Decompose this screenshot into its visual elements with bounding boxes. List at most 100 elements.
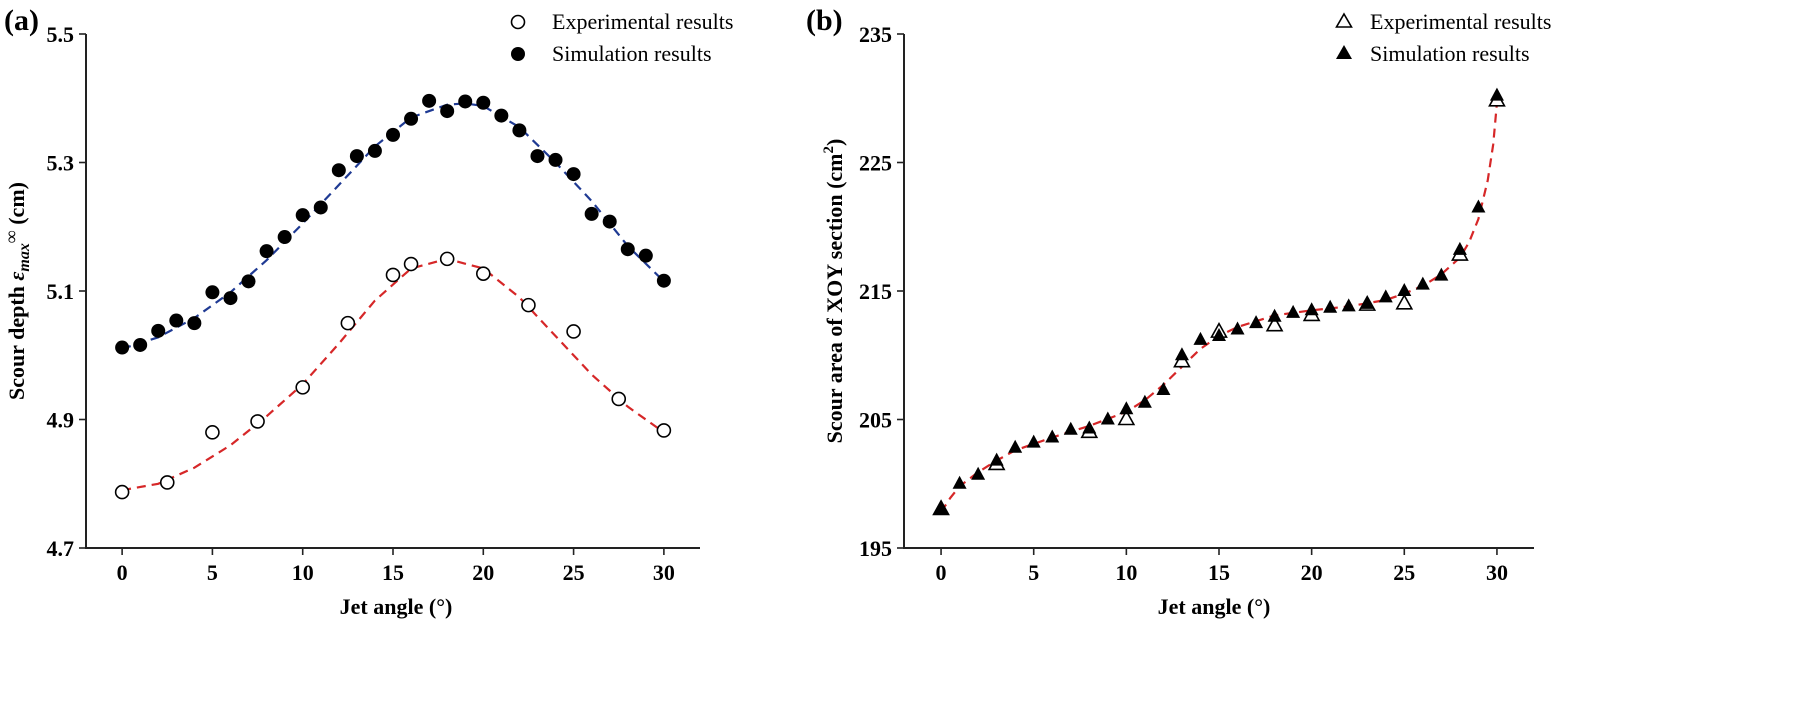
panel-b-label: (b) — [806, 4, 843, 37]
x-tick-label: 5 — [207, 560, 218, 585]
data-point-simulation-results — [1008, 439, 1023, 453]
x-tick-label: 20 — [472, 560, 494, 585]
y-tick-label: 5.3 — [47, 151, 75, 176]
panel-b-markers — [932, 87, 1506, 516]
data-point-simulation-results — [115, 340, 130, 355]
y-tick-label: 195 — [859, 536, 892, 561]
x-tick-label: 0 — [936, 560, 947, 585]
data-point-simulation-results — [1471, 199, 1486, 213]
data-point-simulation-results — [151, 323, 166, 338]
data-point-simulation-results — [1193, 331, 1208, 345]
panel-a-y-title-sub: max — [16, 243, 33, 271]
data-point-simulation-results — [620, 242, 635, 257]
panel-b-legend-simulation-label: Simulation results — [1370, 41, 1530, 66]
data-point-experimental-results — [439, 251, 455, 267]
panel-a-fit-lines — [121, 102, 665, 492]
data-point-experimental-results — [1265, 315, 1284, 332]
x-tick-label: 25 — [1393, 560, 1415, 585]
data-point-simulation-results — [367, 143, 382, 158]
fit-line-experimental-fit — [121, 257, 665, 492]
panel-a-y-axis-title: Scour depth εmax∞ (cm) — [1, 182, 33, 400]
data-point-simulation-results — [1063, 421, 1078, 435]
panel-b-y-title-end: ) — [822, 139, 847, 146]
data-point-experimental-results — [205, 425, 220, 440]
panel-a-axes — [85, 34, 700, 549]
data-point-simulation-results — [1156, 381, 1171, 395]
panel-a-x-axis-title: Jet angle (°) — [340, 594, 453, 619]
data-point-simulation-results — [133, 337, 148, 352]
x-tick-label: 30 — [653, 560, 675, 585]
data-point-experimental-results — [611, 391, 627, 407]
data-point-simulation-results — [1249, 315, 1264, 329]
data-point-experimental-results — [475, 266, 491, 281]
panel-a-legend: Experimental results Simulation results — [510, 9, 733, 66]
data-point-simulation-results — [494, 108, 509, 123]
data-point-experimental-results — [114, 484, 130, 500]
data-point-simulation-results — [386, 127, 400, 142]
data-point-simulation-results — [1137, 394, 1152, 408]
data-point-simulation-results — [548, 152, 563, 167]
x-tick-label: 25 — [563, 560, 585, 585]
fit-line-simulation-fit — [940, 103, 1498, 513]
data-point-experimental-results — [250, 414, 265, 429]
data-point-simulation-results — [476, 95, 491, 110]
data-point-simulation-results — [205, 285, 220, 300]
y-tick-label: 235 — [859, 22, 892, 47]
panel-b-axes — [903, 34, 1534, 549]
data-point-simulation-results — [1304, 302, 1319, 316]
data-point-simulation-results — [1415, 276, 1430, 290]
panel-b-x-axis-title: Jet angle (°) — [1158, 594, 1271, 619]
panel-a-legend-experimental-label: Experimental results — [552, 9, 733, 34]
panel-b-y-title-sup: 2 — [821, 146, 837, 154]
data-point-simulation-results — [1230, 321, 1245, 335]
data-point-simulation-results — [295, 208, 310, 223]
data-point-simulation-results — [187, 316, 202, 331]
data-point-simulation-results — [971, 466, 986, 480]
data-point-experimental-results — [159, 475, 175, 490]
data-point-simulation-results — [422, 93, 437, 108]
x-tick-label: 15 — [1208, 560, 1230, 585]
y-tick-label: 4.7 — [47, 536, 75, 561]
x-tick-label: 0 — [117, 560, 128, 585]
panel-a-scour-depth-chart: (a) Scour depth εmax∞ (cm) Jet angle (°)… — [1, 4, 733, 619]
panel-a-y-title-sup: ∞ — [1, 230, 21, 243]
data-point-simulation-results — [989, 452, 1004, 466]
panel-b-y-axis-title: Scour area of XOY section (cm2) — [821, 139, 847, 444]
data-point-simulation-results — [169, 313, 184, 328]
panel-b-scour-area-chart: (b) Scour area of XOY section (cm2) Jet … — [806, 4, 1551, 619]
panel-a-label: (a) — [4, 4, 39, 37]
x-tick-label: 20 — [1301, 560, 1323, 585]
panel-a-legend-simulation-label: Simulation results — [552, 41, 712, 66]
data-point-simulation-results — [1434, 267, 1449, 281]
data-point-simulation-results — [404, 111, 419, 126]
data-point-simulation-results — [223, 291, 238, 306]
data-point-simulation-results — [259, 244, 274, 259]
data-point-simulation-results — [512, 123, 527, 138]
panel-b-fit-lines — [940, 103, 1498, 513]
panel-a-y-title-main: Scour depth — [4, 281, 29, 400]
panel-b-legend-experimental-label: Experimental results — [1370, 9, 1551, 34]
y-tick-label: 215 — [859, 279, 892, 304]
panel-b-legend: Experimental results Simulation results — [1335, 9, 1551, 66]
y-tick-label: 5.1 — [47, 279, 75, 304]
data-point-simulation-results — [934, 501, 949, 515]
data-point-simulation-results — [1045, 429, 1060, 443]
data-point-simulation-results — [349, 149, 364, 164]
data-point-experimental-results — [521, 297, 536, 313]
panel-a-legend-simulation-marker — [511, 47, 525, 61]
data-point-simulation-results — [1100, 411, 1115, 425]
x-tick-label: 5 — [1028, 560, 1039, 585]
data-point-experimental-results — [656, 423, 672, 438]
panel-a-ticks: 0 5 10 15 20 25 30 4.7 4.9 5.1 5.3 5.5 — [47, 22, 675, 585]
panel-a-y-title-epsilon: ε — [4, 272, 29, 281]
data-point-simulation-results — [331, 163, 346, 178]
data-point-simulation-results — [241, 274, 256, 289]
data-point-simulation-results — [656, 273, 671, 288]
y-tick-label: 4.9 — [47, 408, 75, 433]
data-point-experimental-results — [295, 380, 311, 395]
y-tick-label: 205 — [859, 408, 892, 433]
x-tick-label: 10 — [1115, 560, 1137, 585]
y-tick-label: 5.5 — [47, 22, 75, 47]
data-point-simulation-results — [1267, 308, 1282, 322]
